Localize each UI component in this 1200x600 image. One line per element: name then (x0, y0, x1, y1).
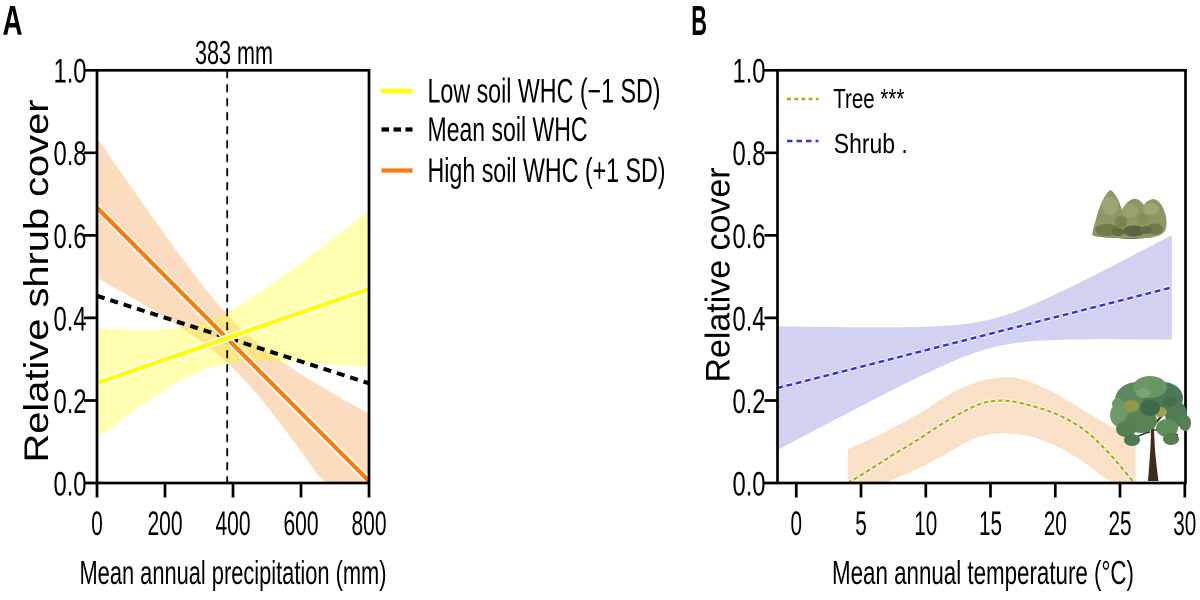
svg-text:600: 600 (284, 505, 319, 543)
svg-text:B: B (691, 0, 707, 44)
svg-text:0: 0 (791, 505, 803, 543)
svg-text:25: 25 (1109, 505, 1132, 543)
svg-text:Tree ***: Tree *** (833, 83, 904, 114)
svg-text:Relative cover: Relative cover (700, 168, 738, 383)
svg-text:Mean annual temperature (°C): Mean annual temperature (°C) (832, 554, 1134, 591)
svg-text:0.4: 0.4 (733, 300, 766, 338)
svg-text:Shrub .: Shrub . (834, 128, 908, 159)
svg-text:Mean soil WHC: Mean soil WHC (428, 111, 588, 149)
svg-text:High soil WHC (+1 SD): High soil WHC (+1 SD) (428, 152, 666, 190)
svg-text:0.2: 0.2 (733, 383, 766, 421)
svg-text:15: 15 (979, 505, 1002, 543)
svg-text:30: 30 (1173, 505, 1196, 543)
svg-text:20: 20 (1044, 505, 1067, 543)
svg-text:400: 400 (216, 505, 251, 543)
svg-text:Relative shrub cover: Relative shrub cover (18, 100, 56, 463)
svg-text:A: A (3, 0, 23, 44)
svg-text:383 mm: 383 mm (195, 34, 273, 71)
svg-text:0: 0 (91, 505, 103, 543)
svg-text:0.4: 0.4 (54, 300, 87, 338)
svg-text:0.0: 0.0 (733, 465, 766, 503)
svg-text:Mean annual precipitation (mm): Mean annual precipitation (mm) (80, 554, 387, 591)
svg-text:0.8: 0.8 (54, 135, 87, 173)
svg-text:0.6: 0.6 (733, 218, 766, 256)
svg-text:0.0: 0.0 (54, 465, 87, 503)
svg-text:0.6: 0.6 (54, 218, 87, 256)
svg-text:200: 200 (148, 505, 183, 543)
svg-text:0.2: 0.2 (54, 383, 87, 421)
svg-text:1.0: 1.0 (733, 53, 766, 91)
svg-text:Low soil WHC (−1 SD): Low soil WHC (−1 SD) (428, 73, 661, 111)
svg-text:1.0: 1.0 (54, 53, 87, 91)
svg-text:0.8: 0.8 (733, 135, 766, 173)
svg-text:10: 10 (914, 505, 937, 543)
svg-text:5: 5 (855, 505, 867, 543)
svg-text:800: 800 (352, 505, 387, 543)
